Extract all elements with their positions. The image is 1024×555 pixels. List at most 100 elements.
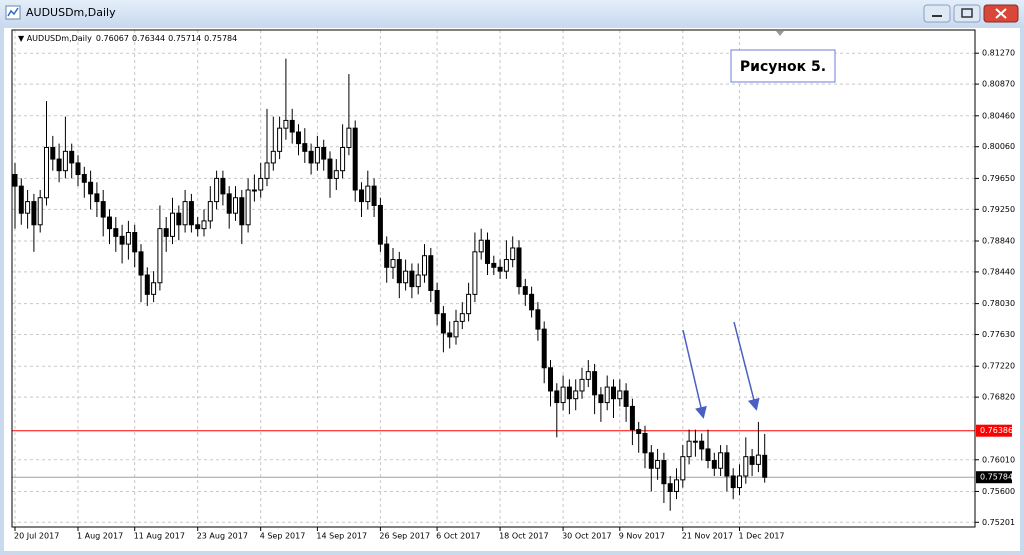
candle-body [264,162,270,179]
x-tick-label: 9 Nov 2017 [619,532,665,541]
candle-body [207,201,213,222]
candle-body [44,146,49,199]
candle-body [176,212,182,226]
candle-body [81,174,87,183]
candle-body [636,429,642,434]
candle-body [548,367,553,392]
candle-body [125,232,131,245]
candle-body [214,177,220,203]
candle-body [579,378,585,392]
y-tick-label: 0.76010 [982,455,1015,464]
candle-body [749,456,755,465]
x-tick-label: 23 Aug 2017 [197,532,248,541]
y-tick-label: 0.79650 [982,174,1015,183]
candle-body [529,293,535,311]
candle-body [680,456,686,481]
candle-body [497,266,503,272]
candle-body [132,232,138,253]
candle-body [478,239,484,253]
arrow [682,329,707,419]
x-tick-label: 18 Oct 2017 [499,532,548,541]
candle-body [270,150,276,164]
candle-body [233,197,238,214]
header-low: 0.75714 [168,34,201,43]
candle-body [762,454,768,478]
restore-button[interactable] [953,4,981,23]
candle-body [113,228,119,237]
candle-body [409,270,415,288]
candle-body [182,201,188,226]
candle-body [157,228,163,284]
candle-body [359,189,364,203]
candle-body [755,454,761,465]
candle-body [743,456,749,477]
y-tick-label: 0.80870 [982,80,1015,89]
candle-body [434,289,440,315]
candle-body [667,483,673,492]
candle-body [296,131,301,145]
candle-body [642,432,648,454]
candle-body [428,255,434,291]
candle-body [321,146,327,160]
candle-body [585,371,591,380]
candle-body [119,235,125,245]
x-tick-label: 14 Sep 2017 [316,532,367,541]
candle-body [371,185,377,206]
candle-body [277,127,283,152]
y-tick-label: 0.79250 [982,205,1015,214]
candle-body [377,204,383,245]
candle-body [573,390,579,400]
y-tick-label: 0.78030 [982,299,1015,308]
candle-body [365,185,371,203]
header-marker: ▼ [18,34,27,43]
candle-body [195,224,201,230]
candle-body [390,259,396,268]
price-line-label: 0.76386 [980,426,1013,435]
candle-body [138,251,144,276]
candle-body [201,220,207,230]
close-glyph [995,8,1007,19]
header-high: 0.76344 [132,34,165,43]
minimize-button[interactable] [923,4,951,23]
candle-body [50,146,56,160]
price-line-label-bg [976,424,1012,437]
candle-body [346,127,352,148]
x-tick-label: 11 Aug 2017 [134,532,185,541]
plot-border [11,29,976,528]
candle-body [94,193,100,203]
candle-body [31,201,37,226]
candle-body [466,293,472,315]
candle-body [629,405,635,431]
candle-body [566,386,572,400]
candle-body [69,150,75,164]
candle-body [75,162,81,176]
candle-body [333,170,339,179]
candle-body [245,189,251,226]
candle-body [648,452,654,469]
candle-body [37,197,43,226]
current-price-label: 0.75784 [980,473,1013,482]
x-tick-label: 20 Jul 2017 [14,532,59,541]
candle-body [447,332,453,338]
candle-body [308,150,314,164]
y-tick-label: 0.78440 [982,267,1015,276]
candle-body [711,460,717,469]
candle-body [737,475,742,489]
candle-body [661,460,667,485]
x-tick-label: 6 Oct 2017 [436,532,480,541]
candle-body [724,452,730,477]
candle-body [459,313,465,322]
candle-body [516,247,522,288]
y-tick-label: 0.80460 [982,111,1015,120]
candle-body [302,143,308,152]
candle-body [144,274,150,295]
candle-body [453,320,459,338]
candle-body [485,239,490,264]
y-tick-label: 0.75600 [982,487,1015,496]
candle-body [62,150,68,172]
candle-body [718,452,724,469]
candle-body [107,216,112,230]
candle-body [692,440,698,443]
candle-body [491,262,497,268]
candle-body [655,460,661,469]
